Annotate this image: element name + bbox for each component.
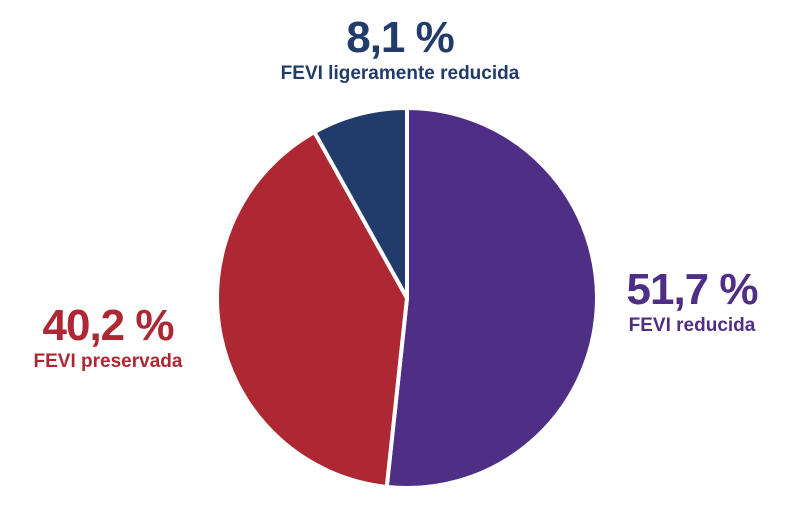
pct-fevi-preservada: 40,2 % bbox=[42, 301, 175, 350]
pie-slices bbox=[215, 106, 599, 490]
name-fevi-reducida: FEVI reducida bbox=[628, 315, 756, 336]
pct-fevi-reducida: 51,7 % bbox=[626, 265, 759, 314]
slice-fevi-preservada bbox=[215, 130, 409, 489]
label-fevi-reducida: 51,7 % FEVI reducida bbox=[592, 266, 792, 338]
pct-fevi-ligeramente-reducida: 8,1 % bbox=[346, 13, 455, 62]
label-fevi-ligeramente-reducida: 8,1 % FEVI ligeramente reducida bbox=[250, 14, 550, 86]
name-fevi-ligeramente-reducida: FEVI ligeramente reducida bbox=[280, 63, 520, 84]
name-fevi-preservada: FEVI preservada bbox=[33, 351, 183, 372]
label-fevi-preservada: 40,2 % FEVI preservada bbox=[8, 302, 208, 374]
slice-fevi-ligeramente-reducida bbox=[312, 106, 409, 300]
slice-fevi-reducida bbox=[384, 106, 599, 490]
